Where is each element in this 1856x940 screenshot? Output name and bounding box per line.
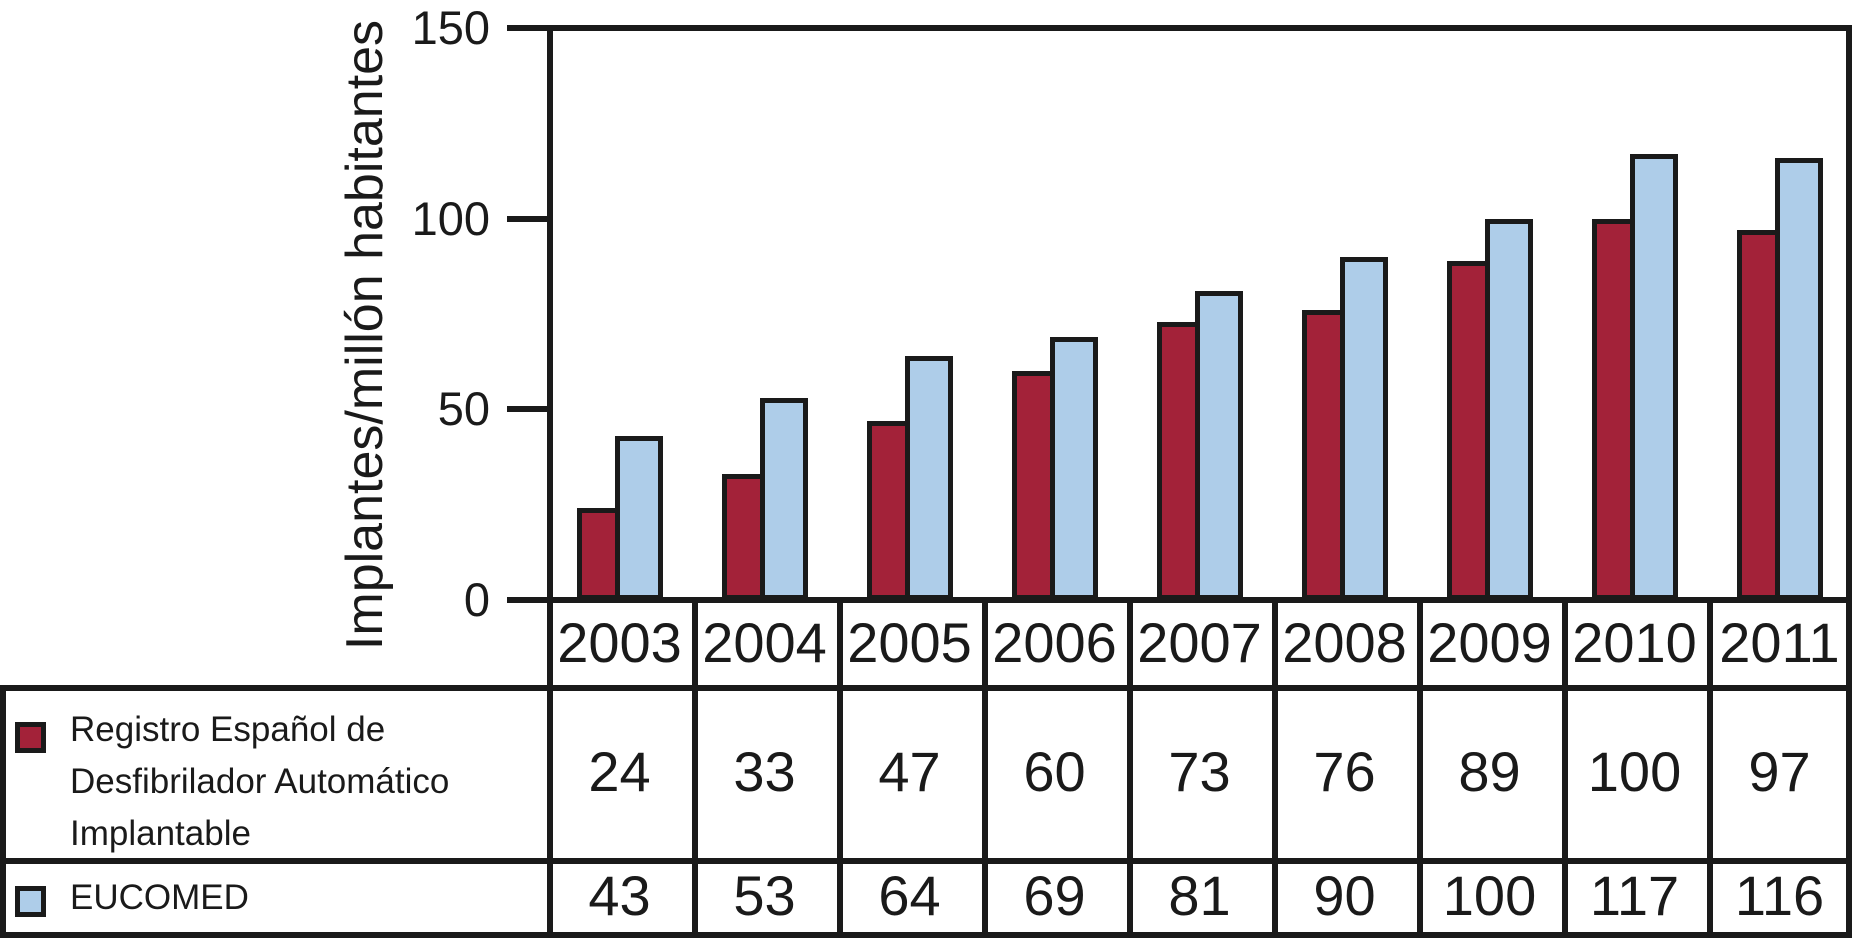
- legend-label-registro: Registro Español de Desfibrilador Automá…: [70, 704, 449, 860]
- bar-eucomed-2011: [1774, 158, 1823, 600]
- table-grid-line-vertical: [1562, 600, 1568, 938]
- value-cell-eucomed: 69: [1023, 864, 1086, 927]
- table-grid-line-vertical: [982, 600, 988, 938]
- y-tick-label: 100: [411, 191, 490, 245]
- y-tick-mark: [507, 597, 547, 603]
- legend-swatch-eucomed: [15, 886, 46, 917]
- value-cell-registro: 33: [733, 740, 796, 803]
- legend-label-line: Desfibrilador Automático: [70, 762, 450, 801]
- table-border-left: [0, 685, 6, 938]
- table-grid-line-vertical: [547, 600, 553, 938]
- value-cell-registro: 89: [1458, 740, 1521, 803]
- bar-eucomed-2006: [1049, 337, 1098, 600]
- value-cell-eucomed: 53: [733, 864, 796, 927]
- plot-area: [547, 25, 1852, 603]
- value-cell-eucomed: 100: [1442, 864, 1537, 927]
- year-label: 2011: [1719, 611, 1840, 674]
- value-cell-registro: 47: [878, 740, 941, 803]
- year-label: 2007: [1137, 611, 1262, 674]
- legend-label-eucomed: EUCOMED: [70, 864, 249, 932]
- year-label: 2009: [1427, 611, 1552, 674]
- table-grid-line-horizontal: [0, 932, 1852, 938]
- legend-swatch-registro: [15, 722, 46, 753]
- year-label: 2004: [702, 611, 827, 674]
- value-cell-registro: 60: [1023, 740, 1086, 803]
- value-cell-eucomed: 116: [1734, 864, 1825, 927]
- value-cell-eucomed: 90: [1313, 864, 1376, 927]
- value-cell-registro: 76: [1313, 740, 1376, 803]
- table-grid-line-vertical: [1846, 600, 1852, 938]
- table-grid-line-vertical: [1707, 600, 1713, 938]
- table-grid-line-vertical: [1417, 600, 1423, 938]
- y-tick-mark: [507, 25, 547, 31]
- bar-eucomed-2004: [759, 398, 808, 600]
- value-cell-eucomed: 117: [1589, 864, 1680, 927]
- table-grid-line-vertical: [1127, 600, 1133, 938]
- y-tick-mark: [507, 215, 547, 222]
- bar-eucomed-2007: [1194, 291, 1243, 600]
- value-cell-registro: 97: [1748, 740, 1811, 803]
- bar-eucomed-2008: [1339, 257, 1388, 600]
- y-tick-label: 150: [411, 1, 490, 54]
- year-label: 2008: [1282, 611, 1407, 674]
- table-grid-line-horizontal: [0, 685, 1852, 691]
- legend-label-line: Implantable: [70, 814, 251, 853]
- bar-eucomed-2005: [904, 356, 953, 600]
- legend-label-line: EUCOMED: [70, 878, 249, 917]
- year-label: 2010: [1572, 611, 1697, 674]
- year-label: 2006: [992, 611, 1117, 674]
- table-grid-line-vertical: [692, 600, 698, 938]
- value-cell-eucomed: 64: [878, 864, 941, 927]
- y-tick-label: 0: [463, 573, 490, 626]
- year-label: 2005: [847, 611, 972, 674]
- value-cell-registro: 24: [588, 740, 651, 803]
- table-grid-line-horizontal: [0, 858, 1852, 864]
- value-cell-registro: 100: [1587, 740, 1682, 803]
- table-grid-line-vertical: [1272, 600, 1278, 938]
- value-cell-eucomed: 81: [1168, 864, 1231, 927]
- bar-eucomed-2003: [614, 436, 663, 600]
- value-cell-registro: 73: [1168, 740, 1231, 803]
- legend-label-line: Registro Español de: [70, 710, 386, 749]
- y-tick-label: 50: [437, 382, 490, 436]
- year-label: 2003: [557, 611, 682, 674]
- y-tick-mark: [507, 406, 547, 413]
- table-grid-line-vertical: [837, 600, 843, 938]
- bar-eucomed-2010: [1629, 154, 1678, 600]
- value-cell-eucomed: 43: [588, 864, 651, 927]
